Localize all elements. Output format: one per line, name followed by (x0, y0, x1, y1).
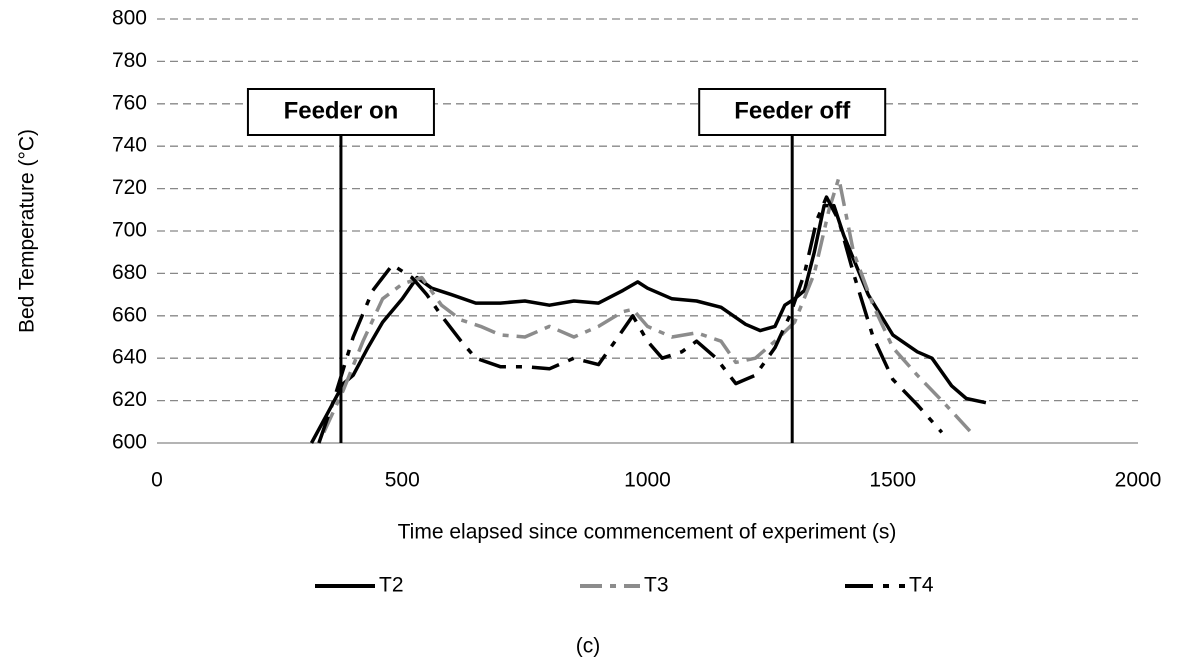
annotation-box (698, 88, 887, 136)
y-tick-label: 600 (112, 431, 147, 454)
x-tick-label: 1500 (869, 469, 916, 492)
x-tick-label: 500 (385, 469, 420, 492)
y-tick-label: 660 (112, 303, 147, 326)
y-axis-label: Bed Temperature (°C) (16, 129, 39, 333)
y-tick-label: 620 (112, 388, 147, 411)
x-tick-label: 0 (151, 469, 163, 492)
series-line (317, 195, 944, 444)
x-axis-label: Time elapsed since commencement of exper… (398, 521, 897, 544)
annotation-label: Feeder on (284, 97, 399, 124)
y-tick-label: 760 (112, 91, 147, 114)
legend-label: T4 (909, 574, 934, 597)
series-line (322, 176, 973, 434)
y-tick-label: 700 (112, 219, 147, 242)
legend-label: T2 (379, 574, 404, 597)
annotation-label: Feeder off (734, 97, 851, 124)
y-tick-label: 720 (112, 176, 147, 199)
y-tick-label: 800 (112, 7, 147, 30)
y-tick-label: 740 (112, 134, 147, 157)
y-tick-label: 640 (112, 346, 147, 369)
y-tick-label: 680 (112, 261, 147, 284)
y-tick-label: 780 (112, 49, 147, 72)
legend-label: T3 (644, 574, 669, 597)
x-tick-label: 1000 (624, 469, 671, 492)
caption: (c) (576, 635, 601, 658)
series-line (309, 203, 987, 444)
x-tick-label: 2000 (1115, 469, 1162, 492)
annotation-box (246, 88, 435, 136)
